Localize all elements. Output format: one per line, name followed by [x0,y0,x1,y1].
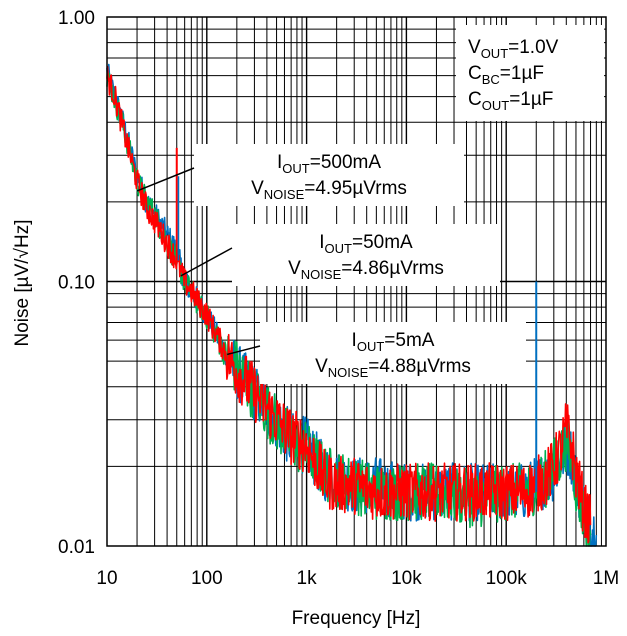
x-tick-label: 1M [593,568,619,589]
callout-leader [136,167,195,192]
callout-leader [180,247,233,277]
y-tick-label: 0.01 [58,537,95,558]
conditions-bg [456,25,604,121]
callout-leader [226,345,261,356]
series-line-2 [106,65,592,544]
condition-text: COUT=1µF [468,89,553,113]
callout-noise: VNOISE=4.86µVrms [288,258,444,282]
series-layer [106,63,598,547]
callout-current: IOUT=500mA [277,152,381,176]
callout-current: IOUT=50mA [319,232,413,256]
callout-bg [232,224,500,286]
plot-frame [106,16,607,547]
x-tick-label: 10 [96,568,117,589]
x-tick-label: 1k [297,568,318,589]
x-tick-label: 10k [391,568,422,589]
y-tick-label: 1.00 [58,8,95,29]
tick-labels: 10 100 1k 10k 100k 1M 0.01 0.10 1.00 [58,8,619,589]
callout-bg [194,144,464,206]
callout-current: IOUT=5mA [352,330,435,354]
condition-text: CBC=1µF [468,63,544,87]
x-axis-title: Frequency [Hz] [292,608,421,629]
y-tick-label: 0.10 [58,273,95,294]
condition-text: VOUT=1.0V [468,37,559,61]
y-axis-title: Noise [µV/√Hz] [12,220,33,347]
callout-noise: VNOISE=4.95µVrms [251,178,407,202]
callout-bg [260,322,526,384]
x-tick-label: 100 [191,568,223,589]
annotations: VOUT=1.0VCBC=1µFCOUT=1µFIOUT=500mAVNOISE… [136,25,604,384]
x-tick-label: 100k [486,568,528,589]
callout-noise: VNOISE=4.88µVrms [315,356,471,380]
